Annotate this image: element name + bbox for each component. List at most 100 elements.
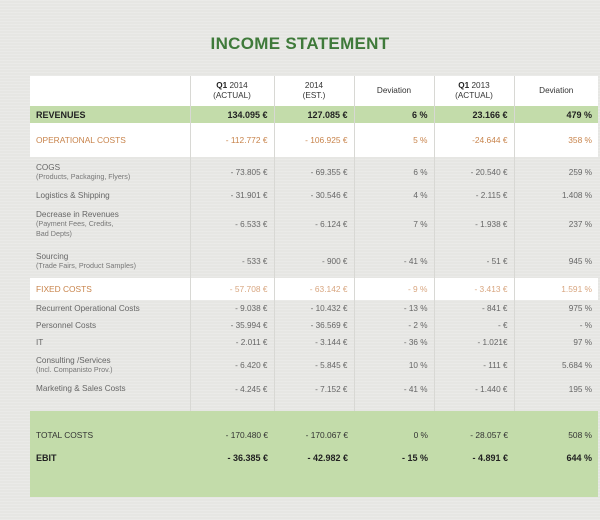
cell: - 1.938 €: [433, 204, 514, 244]
ebit-row: EBIT - 36.385 € - 42.982 € - 15 % - 4.89…: [30, 447, 598, 469]
cell: - 7.152 €: [273, 379, 354, 399]
cell: - 36.385 €: [227, 453, 268, 463]
cell: - 41 %: [353, 244, 434, 278]
cell: - 36 %: [353, 334, 434, 351]
row-label: COGS (Products, Packaging, Flyers): [36, 162, 131, 182]
cell: - 20.540 €: [433, 157, 514, 187]
cell: - 4.245 €: [189, 379, 274, 399]
cell: - 73.805 €: [189, 157, 274, 187]
cell: - 170.067 €: [305, 430, 348, 440]
row-label: TOTAL COSTS: [36, 430, 94, 440]
spacer-row: [30, 469, 598, 497]
cell: 1.408 %: [513, 187, 598, 204]
header-deviation-1: Deviation: [353, 76, 434, 106]
table-row: Logistics & Shipping - 31.901 € - 30.546…: [30, 187, 598, 204]
cell: - 112.772 €: [189, 123, 274, 157]
cell: 5 %: [353, 123, 434, 157]
cell: - 111 €: [433, 351, 514, 379]
cell: 4 %: [353, 187, 434, 204]
cell: 479 %: [513, 106, 598, 123]
cell: - 28.057 €: [470, 430, 508, 440]
cell: 7 %: [353, 204, 434, 244]
header-empty-cell: [30, 76, 190, 106]
row-label: FIXED COSTS: [36, 284, 92, 294]
income-statement-table: Q1 2014 (ACTUAL) 2014 (EST.) Deviation Q…: [30, 76, 598, 497]
cell: 1.591 %: [513, 278, 598, 300]
cell: 0 %: [413, 430, 428, 440]
table-row: Sourcing (Trade Fairs, Product Samples) -…: [30, 244, 598, 278]
cell: 259 %: [513, 157, 598, 187]
header-2014-est: 2014 (EST.): [273, 76, 354, 106]
row-label: Consulting /Services (Incl. Companisto Pr…: [36, 355, 113, 375]
row-label: Logistics & Shipping: [36, 190, 110, 200]
cell: - 10.432 €: [273, 300, 354, 317]
table-row: IT - 2.011 € - 3.144 € - 36 % - 1.021€ 9…: [30, 334, 598, 351]
row-label: EBIT: [36, 453, 57, 463]
cell: 508 %: [568, 430, 592, 440]
cell: 6 %: [353, 106, 434, 123]
table-row: Marketing & Sales Costs - 4.245 € - 7.15…: [30, 379, 598, 399]
table-row: Consulting /Services (Incl. Companisto Pr…: [30, 351, 598, 379]
row-label: OPERATIONAL COSTS: [36, 135, 126, 145]
cell: - 30.546 €: [273, 187, 354, 204]
income-statement-table-wrapper: Q1 2014 (ACTUAL) 2014 (EST.) Deviation Q…: [30, 76, 598, 497]
cell: - 41 %: [353, 379, 434, 399]
cell: - 533 €: [189, 244, 274, 278]
cell: - 841 €: [433, 300, 514, 317]
header-deviation-2: Deviation: [513, 76, 598, 106]
cell: 127.085 €: [273, 106, 354, 123]
cell: - 42.982 €: [307, 453, 348, 463]
cell: - 3.144 €: [273, 334, 354, 351]
cell: - 36.569 €: [273, 317, 354, 334]
table-row: Recurrent Operational Costs - 9.038 € - …: [30, 300, 598, 317]
cell: - 4.891 €: [472, 453, 508, 463]
cell: 6 %: [353, 157, 434, 187]
cell: - 1.440 €: [433, 379, 514, 399]
cell: 975 %: [513, 300, 598, 317]
header-q1-2013: Q1 2013 (ACTUAL): [433, 76, 514, 106]
cell: 945 %: [513, 244, 598, 278]
total-costs-row: TOTAL COSTS - 170.480 € - 170.067 € 0 % …: [30, 423, 598, 447]
cell: 23.166 €: [433, 106, 514, 123]
cell: - 6.420 €: [189, 351, 274, 379]
cell: 358 %: [513, 123, 598, 157]
cell: - %: [513, 317, 598, 334]
row-label: Marketing & Sales Costs: [36, 384, 126, 394]
cell: 10 %: [353, 351, 434, 379]
cell: - 6.533 €: [189, 204, 274, 244]
cell: - 900 €: [273, 244, 354, 278]
revenues-row: REVENUES 134.095 € 127.085 € 6 % 23.166 …: [30, 106, 598, 123]
cell: - 3.413 €: [433, 278, 514, 300]
cell: - 2.011 €: [189, 334, 274, 351]
cell: - 106.925 €: [273, 123, 354, 157]
row-label: Decrease in Revenues (Payment Fees, Credi…: [36, 209, 119, 238]
cell: - 2 %: [353, 317, 434, 334]
page-title: INCOME STATEMENT: [210, 34, 390, 53]
cell: -24.644 €: [433, 123, 514, 157]
row-label: Personnel Costs: [36, 320, 97, 330]
cell: - 31.901 €: [189, 187, 274, 204]
row-label: IT: [36, 337, 44, 347]
cell: - 9.038 €: [189, 300, 274, 317]
table-row: Decrease in Revenues (Payment Fees, Credi…: [30, 204, 598, 244]
row-label: Sourcing (Trade Fairs, Product Samples): [36, 251, 136, 271]
cell: 134.095 €: [189, 106, 274, 123]
cell: - 15 %: [401, 453, 428, 463]
cell: - 5.845 €: [273, 351, 354, 379]
cell: 195 %: [513, 379, 598, 399]
cell: - €: [433, 317, 514, 334]
cell: - 57.708 €: [189, 278, 274, 300]
cell: - 69.355 €: [273, 157, 354, 187]
spacer-row: [30, 399, 598, 411]
header-q1-2014: Q1 2014 (ACTUAL): [189, 76, 274, 106]
row-label: REVENUES: [36, 109, 86, 120]
cell: - 170.480 €: [225, 430, 268, 440]
cell: 237 %: [513, 204, 598, 244]
cell: 97 %: [513, 334, 598, 351]
row-label: Recurrent Operational Costs: [36, 303, 140, 313]
header-row: Q1 2014 (ACTUAL) 2014 (EST.) Deviation Q…: [30, 76, 598, 106]
table-row: COGS (Products, Packaging, Flyers) - 73.8…: [30, 157, 598, 187]
fixed-costs-row: FIXED COSTS - 57.708 € - 63.142 € - 9 % …: [30, 278, 598, 300]
cell: 5.684 %: [513, 351, 598, 379]
cell: - 2.115 €: [433, 187, 514, 204]
